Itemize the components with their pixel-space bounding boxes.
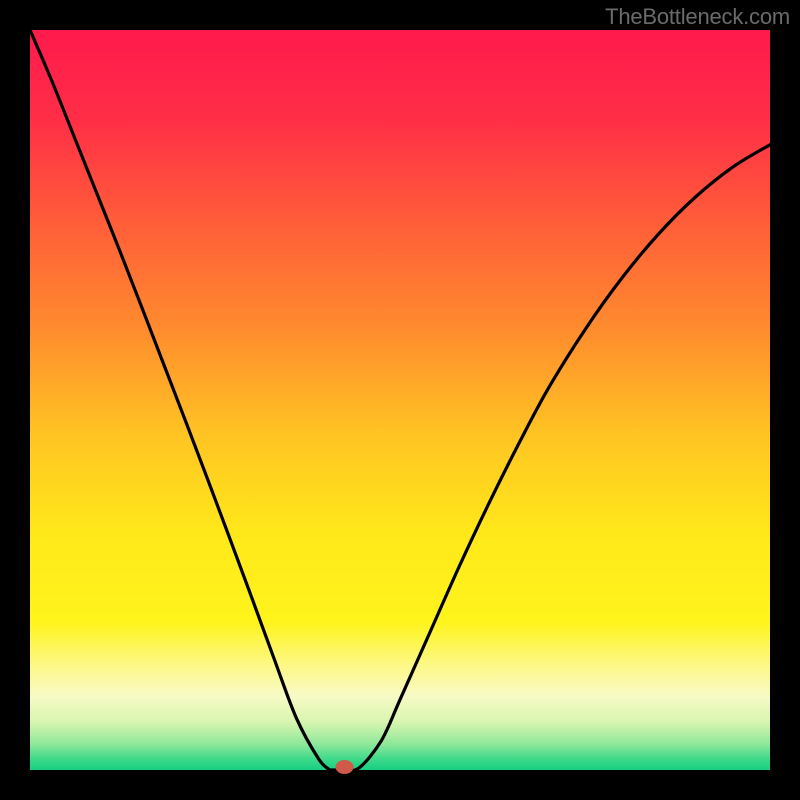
chart-plot-area <box>30 30 770 770</box>
watermark-label: TheBottleneck.com <box>605 4 790 30</box>
chart-container: TheBottleneck.com <box>0 0 800 800</box>
bottleneck-marker <box>336 760 354 774</box>
bottleneck-chart <box>0 0 800 800</box>
